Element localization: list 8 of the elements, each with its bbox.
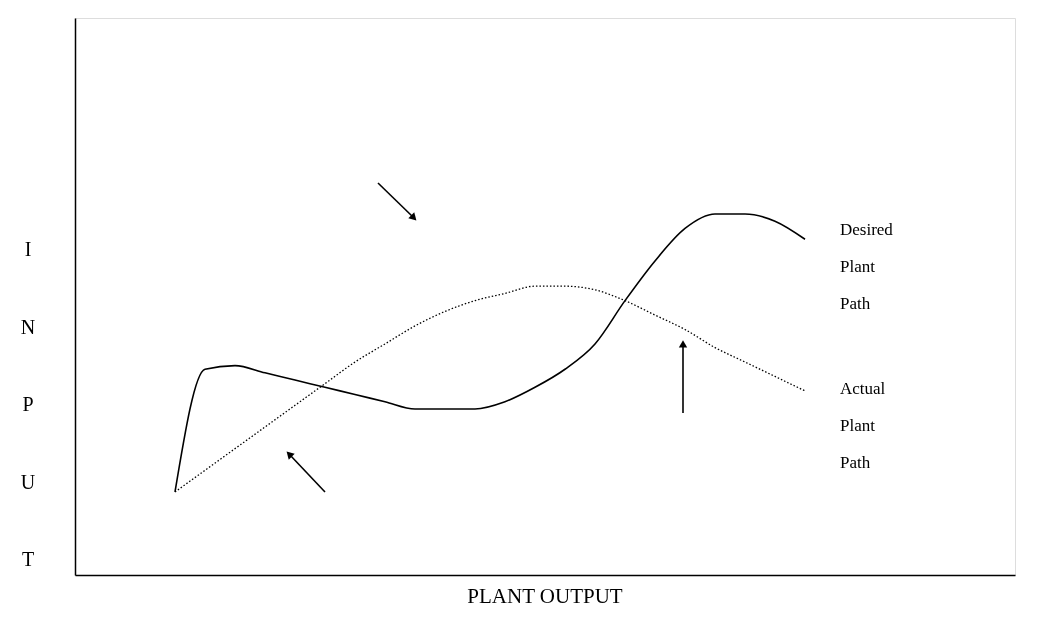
text: T [21, 548, 35, 570]
text: N [20, 315, 36, 338]
x-axis-title: PLANT OUTPUT [467, 584, 623, 608]
text: I [24, 238, 32, 260]
text: Actual Plant Path [840, 378, 886, 472]
text: P [22, 393, 34, 415]
text: Desired Plant Path [840, 220, 894, 314]
text: U [20, 470, 36, 493]
